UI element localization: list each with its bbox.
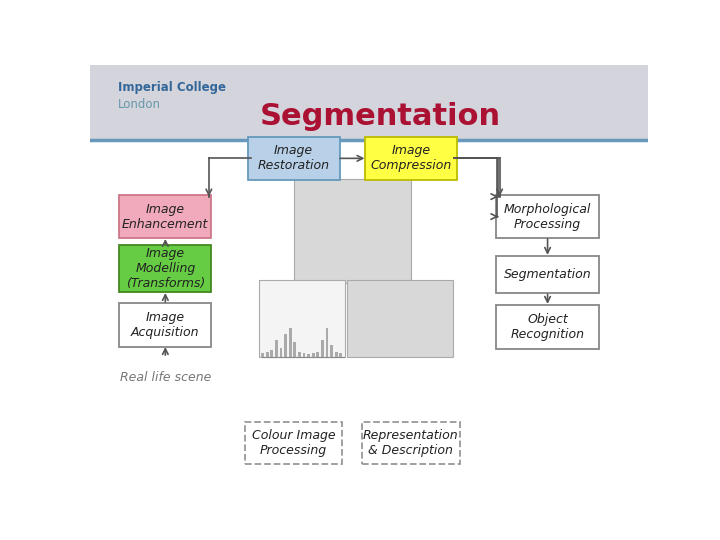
Text: Colour Image
Processing: Colour Image Processing xyxy=(252,429,336,457)
Bar xyxy=(284,334,287,357)
Bar xyxy=(321,340,324,357)
FancyBboxPatch shape xyxy=(120,303,212,347)
FancyBboxPatch shape xyxy=(248,137,340,180)
Bar xyxy=(312,353,315,357)
FancyBboxPatch shape xyxy=(245,422,343,464)
FancyBboxPatch shape xyxy=(496,256,599,294)
FancyBboxPatch shape xyxy=(365,137,457,180)
Bar xyxy=(298,352,301,357)
Bar xyxy=(330,345,333,357)
Bar xyxy=(258,280,346,357)
Bar xyxy=(294,179,411,283)
Bar xyxy=(339,353,342,357)
Text: Image
Acquisition: Image Acquisition xyxy=(131,310,199,339)
FancyBboxPatch shape xyxy=(120,245,212,293)
Text: Segmentation: Segmentation xyxy=(260,102,500,131)
Text: Object
Recognition: Object Recognition xyxy=(510,313,585,341)
FancyBboxPatch shape xyxy=(120,195,212,238)
Bar xyxy=(275,340,278,357)
Bar xyxy=(335,352,338,357)
Text: Image
Restoration: Image Restoration xyxy=(258,144,330,172)
FancyBboxPatch shape xyxy=(496,305,599,349)
Text: Image
Modelling
(Transforms): Image Modelling (Transforms) xyxy=(126,247,205,290)
Text: Imperial College: Imperial College xyxy=(118,81,226,94)
Text: Segmentation: Segmentation xyxy=(504,268,591,281)
Bar xyxy=(307,354,310,357)
Bar xyxy=(294,342,296,357)
Bar xyxy=(302,353,305,357)
Bar xyxy=(266,352,269,357)
Bar xyxy=(317,352,319,357)
Text: Representation
& Description: Representation & Description xyxy=(363,429,459,457)
Text: Morphological
Processing: Morphological Processing xyxy=(504,202,591,231)
Bar xyxy=(289,328,292,357)
Bar xyxy=(271,350,274,357)
Bar xyxy=(325,328,328,357)
Text: Image
Enhancement: Image Enhancement xyxy=(122,202,209,231)
Text: London: London xyxy=(118,98,161,111)
Text: Image
Compression: Image Compression xyxy=(370,144,451,172)
Bar xyxy=(90,140,648,481)
FancyBboxPatch shape xyxy=(496,195,599,238)
Text: Real life scene: Real life scene xyxy=(120,371,211,384)
Bar xyxy=(261,353,264,357)
FancyBboxPatch shape xyxy=(362,422,459,464)
Bar xyxy=(279,348,282,357)
Bar xyxy=(347,280,453,357)
